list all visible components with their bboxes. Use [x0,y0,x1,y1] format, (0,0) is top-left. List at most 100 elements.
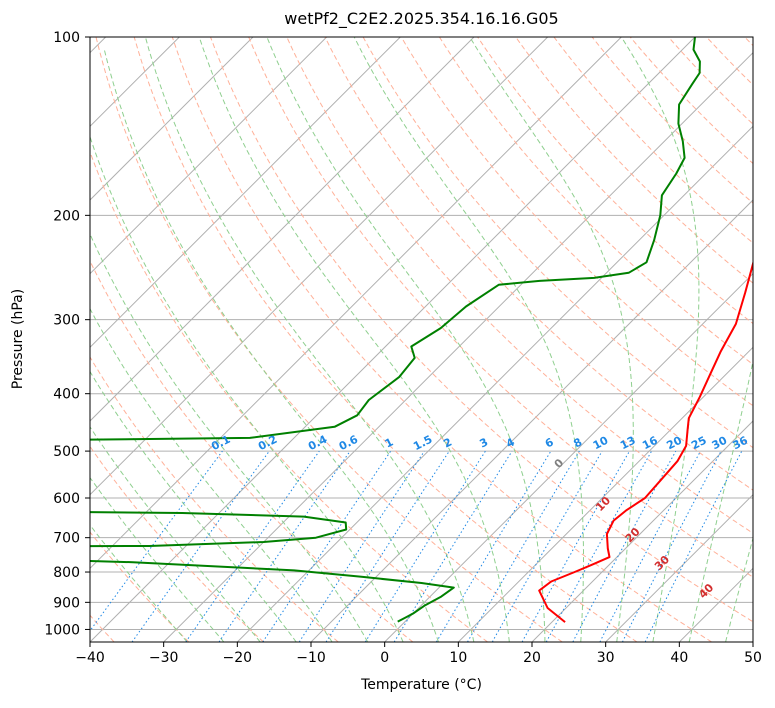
mixing-ratio-line [298,450,425,642]
dry-adiabat [744,37,753,47]
isotherm [90,37,254,201]
mixing-ratio-label: 10 [591,434,611,453]
isotherm [752,641,753,642]
mixing-ratio-label: 6 [543,435,556,450]
y-tick-label: 200 [53,208,80,224]
dry-adiabat [248,37,753,578]
moist-adiabat-label: 0 [552,456,567,471]
isotherm [90,37,696,642]
moist-adiabat [762,37,775,642]
mixing-ratio-label: 0.1 [209,433,232,453]
x-tick-label: 20 [523,650,541,666]
moist-adiabat [90,426,261,642]
y-tick-label: 900 [53,595,80,611]
x-tick-label: 50 [744,650,762,666]
mixing-ratio-line [572,450,677,642]
y-tick-label: 400 [53,387,80,403]
dry-adiabat [90,531,190,642]
moist-adiabat [620,37,700,642]
moist-adiabat [90,307,333,642]
y-tick-label: 600 [53,491,80,507]
isotherm [163,51,753,642]
mixing-ratio-line [621,450,722,642]
dry-adiabat [553,37,753,244]
x-tick-label: −40 [75,650,105,666]
mixing-ratio-line [521,450,630,642]
x-tick-label: −30 [149,650,179,666]
mixing-ratio-label: 3 [477,435,490,450]
moist-adiabat-label: 10 [593,494,613,514]
y-tick-label: 100 [53,30,80,46]
mixing-ratio-line [599,450,701,642]
isotherm [605,493,753,642]
mixing-ratio-label: 0.6 [337,433,361,454]
mixing-ratio-line [393,450,513,642]
isotherm [310,199,753,642]
moist-adiabat [725,536,753,642]
isotherm [384,272,753,642]
isotherm [90,37,401,349]
moist-adiabat [90,135,404,642]
x-tick-label: −10 [296,650,326,666]
moist-adiabat [198,37,510,642]
mixing-ratio-label: 13 [618,434,638,453]
isotherm [0,37,32,642]
dry-adiabat [362,37,753,449]
dewpoint-line [90,37,701,623]
dry-adiabat [706,37,753,86]
dry-adiabat [171,37,712,642]
dry-adiabat [438,37,753,366]
mixing-ratio-label: 1.5 [411,433,434,453]
dry-adiabat [210,37,753,623]
isotherm [90,37,622,570]
moist-adiabat-label: 40 [696,581,716,601]
isotherm [236,125,753,642]
mixing-ratio-line [218,450,351,642]
mixing-ratio-line [325,450,450,642]
dry-adiabat [400,37,753,407]
axes: −40 −30 −20 −10 0 10 20 30 40 5010020030040050060… [44,30,762,666]
mixing-ratio-line [545,450,653,642]
dry-adiabat [515,37,753,284]
dry-adiabat [591,37,753,204]
y-tick-label: 500 [53,444,80,460]
temperature-line [538,260,753,623]
dry-adiabat [324,37,753,491]
mixing-ratio-line [644,450,743,642]
moist-adiabat-label: 30 [652,553,672,573]
dry-adiabat [477,37,753,325]
mixing-ratio-label: 36 [730,434,750,453]
mixing-ratio-label: 20 [664,434,684,453]
mixing-ratio-line [90,450,223,632]
moist-adiabat [90,370,297,642]
chart-title: wetPf2_C2E2.2025.354.16.16.G05 [284,9,559,28]
moist-adiabat [90,524,188,642]
mixing-ratio-line [131,450,270,642]
dry-adiabat [0,37,39,642]
mixing-ratio-line [435,450,552,642]
mixing-ratio-label: 30 [710,434,730,453]
isotherm [90,37,328,275]
mixing-ratio-label: 1 [383,435,396,450]
moist-adiabat [144,37,475,642]
isotherm [90,37,475,422]
background-lines [0,37,775,642]
moist-adiabat [353,37,584,642]
dry-adiabat [90,445,264,642]
dry-adiabat [95,37,563,642]
isotherm [90,37,549,496]
moist-adiabat [469,37,634,642]
y-tick-label: 300 [53,313,80,329]
x-tick-label: 30 [597,650,615,666]
data-lines [90,37,753,623]
x-tick-label: 0 [380,650,389,666]
dry-adiabat [90,356,339,642]
y-tick-label: 700 [53,531,80,547]
dry-adiabat [133,37,638,642]
mixing-ratio-label: 25 [689,434,709,453]
mixing-ratio-line [262,450,392,642]
x-tick-label: 40 [670,650,688,666]
mixing-ratio-label: 0.4 [306,433,330,454]
mixing-ratio-label: 16 [640,434,660,453]
